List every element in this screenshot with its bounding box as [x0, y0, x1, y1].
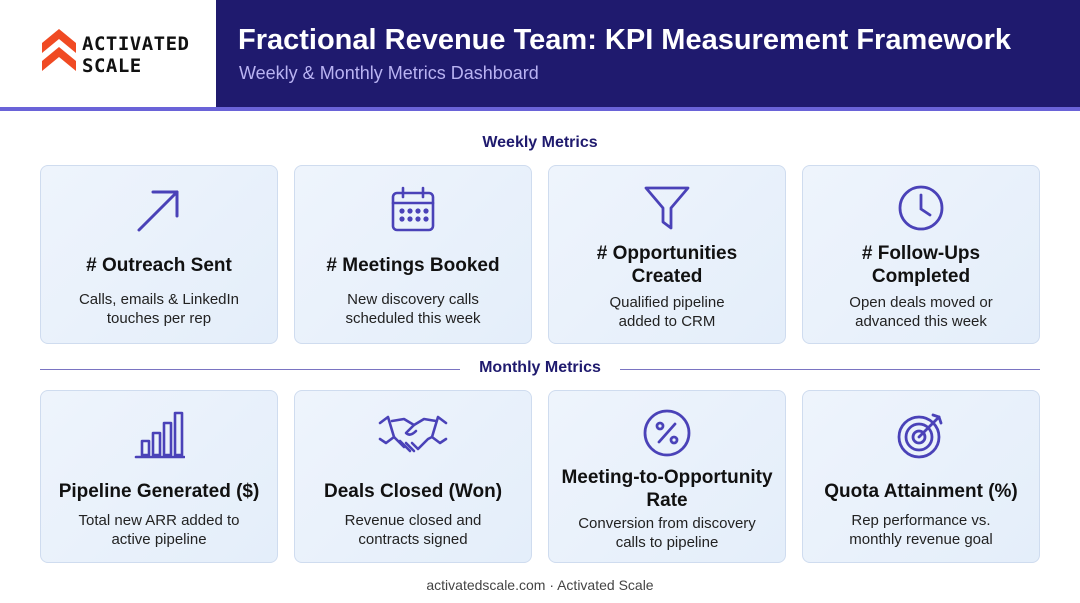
- logo-line-2: SCALE: [82, 55, 142, 77]
- target-icon: [895, 409, 947, 461]
- card-opportunities-created: # Opportunities Created Qualified pipeli…: [548, 165, 786, 344]
- card-title-line: Created: [631, 266, 703, 287]
- footer-text: activatedscale.com · Activated Scale: [426, 577, 654, 593]
- card-desc-line: monthly revenue goal: [849, 531, 993, 548]
- card-title-line: Rate: [646, 490, 688, 511]
- card-meetings-booked: # Meetings Booked New discovery calls sc…: [294, 165, 532, 344]
- card-desc-line: New discovery calls: [347, 291, 479, 308]
- card-title: Quota Attainment (%): [824, 481, 1018, 502]
- logo-line-1: ACTIVATED: [82, 33, 190, 55]
- card-title-line: # Opportunities: [596, 243, 738, 264]
- calendar-icon: [387, 184, 439, 236]
- card-description: Open deals moved or advanced this week: [813, 293, 1029, 331]
- clock-icon: [895, 182, 947, 234]
- card-description: Conversion from discovery calls to pipel…: [559, 514, 775, 552]
- logo: ACTIVATED SCALE: [0, 0, 216, 107]
- card-description: Qualified pipeline added to CRM: [559, 293, 775, 331]
- card-desc-line: Calls, emails & LinkedIn: [78, 291, 240, 308]
- card-title-line: # Follow-Ups: [861, 243, 981, 264]
- card-quota-attainment: Quota Attainment (%) Rep performance vs.…: [802, 390, 1040, 563]
- card-desc-line: scheduled this week: [345, 310, 481, 327]
- card-title-line: Meeting-to-Opportunity: [561, 467, 773, 488]
- header-accent-line: [0, 107, 1080, 111]
- card-desc-line: added to CRM: [618, 313, 716, 330]
- divider-right: [620, 369, 1040, 370]
- percent-icon: [641, 407, 693, 459]
- card-description: Revenue closed and contracts signed: [305, 511, 521, 549]
- divider-left: [40, 369, 460, 370]
- arrow-up-right-icon: [133, 184, 185, 236]
- card-description: Calls, emails & LinkedIn touches per rep: [51, 290, 267, 328]
- page-title: Fractional Revenue Team: KPI Measurement…: [238, 24, 1012, 56]
- card-description: New discovery calls scheduled this week: [305, 290, 521, 328]
- card-desc-line: contracts signed: [358, 531, 468, 548]
- card-title: # Opportunities Created: [557, 242, 777, 288]
- weekly-section-label: Weekly Metrics: [482, 134, 598, 151]
- card-desc-line: touches per rep: [106, 310, 212, 327]
- funnel-icon: [641, 182, 693, 234]
- card-desc-line: advanced this week: [855, 313, 987, 330]
- card-title: Pipeline Generated ($): [58, 481, 260, 502]
- card-desc-line: Total new ARR added to: [78, 512, 240, 529]
- card-outreach-sent: # Outreach Sent Calls, emails & LinkedIn…: [40, 165, 278, 344]
- card-deals-closed: Deals Closed (Won) Revenue closed and co…: [294, 390, 532, 563]
- card-pipeline-generated: Pipeline Generated ($) Total new ARR add…: [40, 390, 278, 563]
- card-description: Rep performance vs. monthly revenue goal: [813, 511, 1029, 549]
- card-desc-line: Open deals moved or: [849, 294, 993, 311]
- card-desc-line: active pipeline: [111, 531, 207, 548]
- card-title: Meeting-to-Opportunity Rate: [557, 466, 777, 512]
- card-title: # Meetings Booked: [326, 255, 500, 276]
- card-title: # Outreach Sent: [86, 255, 232, 276]
- card-desc-line: Revenue closed and: [344, 512, 482, 529]
- card-desc-line: Rep performance vs.: [851, 512, 991, 529]
- bar-chart-icon: [133, 409, 186, 461]
- card-description: Total new ARR added to active pipeline: [51, 511, 267, 549]
- card-title: # Follow-Ups Completed: [811, 242, 1031, 288]
- handshake-icon: [378, 409, 448, 461]
- card-meeting-to-opportunity-rate: Meeting-to-Opportunity Rate Conversion f…: [548, 390, 786, 563]
- card-title: Deals Closed (Won): [323, 481, 503, 502]
- card-title-line: Completed: [871, 266, 971, 287]
- page-subtitle: Weekly & Monthly Metrics Dashboard: [239, 63, 539, 83]
- logo-wordmark: ACTIVATED SCALE: [82, 33, 189, 77]
- card-desc-line: calls to pipeline: [615, 534, 719, 551]
- chevron-logo-icon: [42, 29, 76, 71]
- monthly-section-label: Monthly Metrics: [479, 359, 601, 376]
- card-desc-line: Qualified pipeline: [609, 294, 725, 311]
- card-desc-line: Conversion from discovery: [578, 515, 756, 532]
- card-follow-ups-completed: # Follow-Ups Completed Open deals moved …: [802, 165, 1040, 344]
